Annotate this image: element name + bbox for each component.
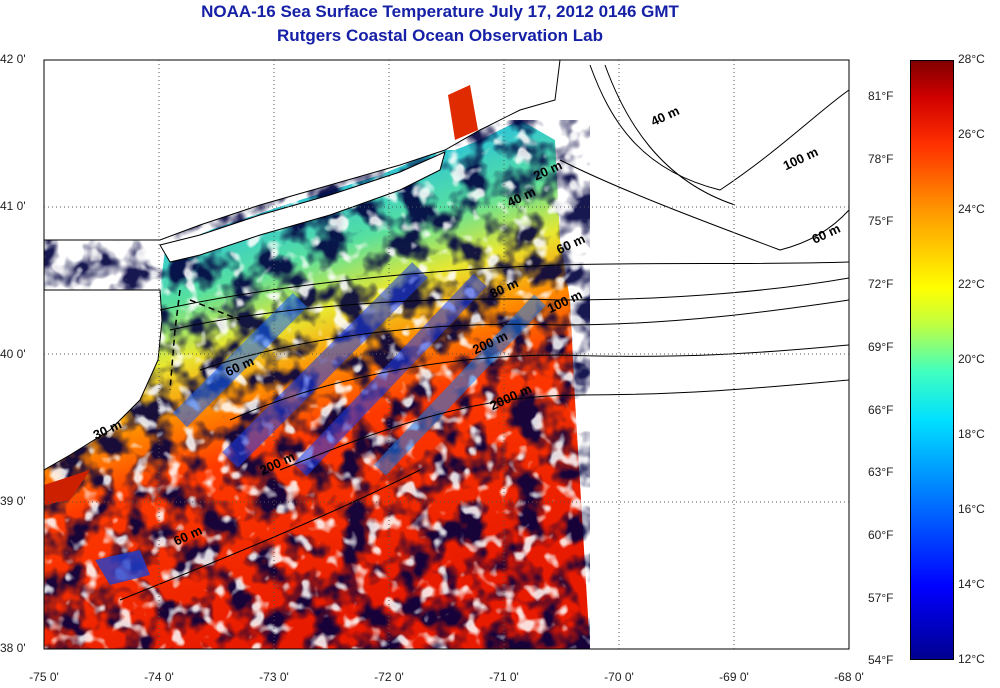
celsius-label: 18°C <box>958 427 985 441</box>
celsius-label: 16°C <box>958 502 985 516</box>
lon-label: -71 0' <box>489 670 519 684</box>
new-england-coast <box>44 60 561 241</box>
lon-label: -68 0' <box>834 670 864 684</box>
lon-label: -70 0' <box>604 670 634 684</box>
lat-label: 41 0' <box>0 199 26 214</box>
fahrenheit-label: 81°F <box>868 89 894 103</box>
fahrenheit-label: 75°F <box>868 214 894 229</box>
celsius-label: 26°C <box>958 127 985 141</box>
lon-label: -74 0' <box>144 670 174 684</box>
celsius-label: 28°C <box>958 52 985 66</box>
celsius-label: 12°C <box>958 652 985 666</box>
contour-label: 40 m <box>648 103 681 129</box>
fahrenheit-label: 63°F <box>868 465 894 480</box>
long-island <box>159 151 446 263</box>
map-title: NOAA-16 Sea Surface Temperature July 17,… <box>201 2 679 21</box>
contour-label: 60 m <box>809 221 842 247</box>
fahrenheit-label: 57°F <box>868 590 894 605</box>
bathymetry-contours <box>119 64 849 601</box>
sst-field <box>44 60 849 649</box>
lat-label: 39 0' <box>0 493 26 508</box>
lon-label: -69 0' <box>719 670 749 684</box>
lat-label: 40 0' <box>0 346 26 361</box>
fahrenheit-label: 78°F <box>868 151 894 166</box>
celsius-label: 24°C <box>958 202 985 216</box>
celsius-label: 22°C <box>958 277 985 291</box>
fahrenheit-label: 72°F <box>868 277 894 292</box>
map-subtitle: Rutgers Coastal Ocean Observation Lab <box>277 26 603 45</box>
lon-label: -75 0' <box>29 670 59 684</box>
lon-label: -72 0' <box>374 670 404 684</box>
celsius-label: 20°C <box>958 352 985 366</box>
new-jersey-coast <box>44 289 163 471</box>
fahrenheit-label: 69°F <box>868 339 894 354</box>
fahrenheit-label: 54°F <box>868 653 894 668</box>
lon-label: -73 0' <box>259 670 289 684</box>
lat-label: 38 0' <box>0 641 26 655</box>
contour-label: 100 m <box>781 144 821 173</box>
lat-label: 42 0' <box>0 52 26 66</box>
colorbar <box>910 60 954 660</box>
fahrenheit-label: 66°F <box>868 402 894 417</box>
fahrenheit-label: 60°F <box>868 527 894 542</box>
celsius-label: 14°C <box>958 577 985 591</box>
